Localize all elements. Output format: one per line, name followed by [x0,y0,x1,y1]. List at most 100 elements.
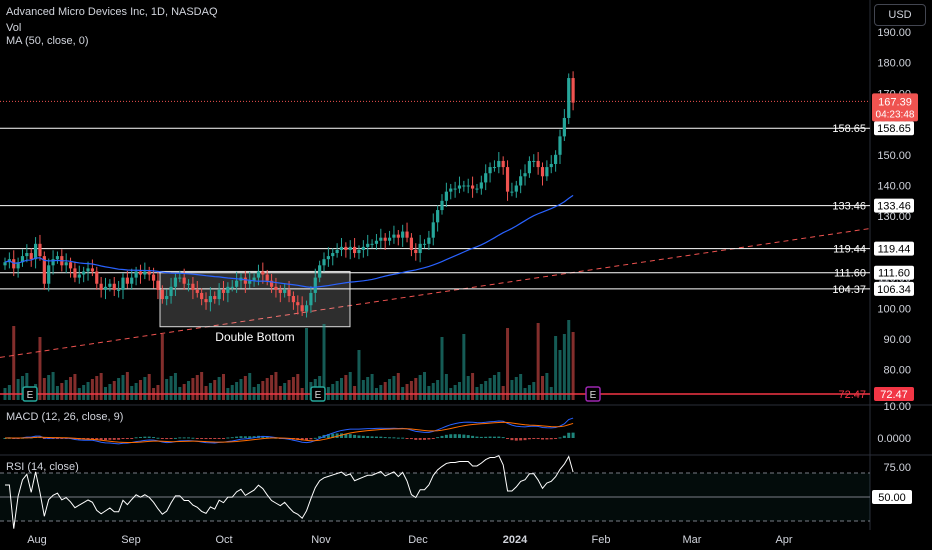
candle-body [527,160,531,174]
macd-histogram-bar [510,438,514,441]
volume-bar [12,326,16,400]
earnings-icon [585,386,601,402]
volume-bar [73,374,77,400]
symbol-title: Advanced Micro Devices Inc, 1D, NASDAQ [6,6,218,18]
volume-bar [261,381,265,400]
candle-body [3,262,7,266]
volume-bar [169,376,173,400]
candle-body [545,167,549,177]
macd-histogram-bar [117,438,121,440]
candle-body [396,234,400,238]
macd-histogram-bar [344,433,348,438]
macd-histogram-bar [462,434,466,438]
volume-bar [143,377,147,400]
volume-bar [562,334,566,400]
candle-body [33,243,38,260]
candle-body [130,277,134,284]
volume-bar [427,386,431,400]
x-tick-label: Dec [408,534,428,546]
candle-body [431,222,435,238]
volume-bar [514,377,518,400]
candle-body [95,271,99,284]
candle-body [138,271,143,275]
candle-body [348,246,352,250]
volume-bar [165,379,169,400]
volume-bar [497,372,501,400]
macd-histogram-bar [484,436,488,438]
macd-histogram-bar [104,438,108,441]
macd-histogram-bar [121,438,125,439]
macd-histogram-bar [169,438,173,439]
volume-bar [431,383,435,400]
volume-bar [532,382,536,400]
macd-histogram-bar [379,436,383,438]
volume-bar [392,376,396,400]
volume-bar [125,372,129,400]
x-tick-label: Nov [311,534,331,546]
candle-body [366,243,370,247]
x-tick-label: Feb [592,534,611,546]
volume-bar [147,374,151,400]
x-tick-label: Oct [215,534,232,546]
volume-bar [217,377,221,400]
candle-body [169,286,173,297]
current-price-label: 167.39 [878,96,912,108]
rsi-tick-label: 75.00 [883,462,911,474]
candle-body [191,283,195,290]
macd-histogram-bar [519,438,523,441]
volume-bar [173,373,177,400]
macd-tick-label: 10.00 [883,401,911,413]
volume-bar [322,324,326,400]
candle-body [335,249,339,254]
candle-body [313,277,317,293]
x-tick-label: Sep [121,534,141,546]
volume-level-badge [874,387,914,401]
volume-bar [99,373,103,400]
candle-body [143,271,147,275]
volume-bar [130,386,134,400]
macd-histogram-bar [475,436,479,438]
candle-body [492,167,497,169]
macd-histogram-bar [108,438,112,440]
candle-body [444,191,448,201]
candle-body [82,271,86,275]
level-axis-badge [874,241,914,256]
volume-bar [134,383,138,400]
macd-histogram-bar [143,436,147,438]
candle-body [121,277,125,290]
macd-histogram-bar [479,436,483,438]
macd-histogram-bar [353,434,357,438]
macd-histogram-bar [90,438,94,439]
currency-button[interactable]: USD [874,4,926,26]
macd-histogram-bar [423,438,427,440]
candle-body [160,289,164,300]
volume-bar [479,384,483,400]
candle-body [387,237,392,241]
candle-body [103,286,108,290]
macd-histogram-bar [427,438,431,440]
candle-body [86,268,90,272]
volume-bar [7,385,11,400]
candle-body [77,274,81,278]
candle-body [532,160,536,162]
candle-body [261,271,265,275]
candle-body [405,231,409,238]
candle-body [248,280,252,284]
macd-histogram-bar [514,438,518,441]
macd-histogram-bar [156,437,160,439]
volume-bar [187,381,191,400]
candle-body [309,292,313,306]
macd-histogram-bar [191,437,195,439]
volume-bar [195,375,199,400]
macd-histogram-bar [383,437,387,439]
macd-histogram-bar [173,437,177,439]
price-tick-label: 150.00 [877,150,911,162]
candle-body [265,274,269,281]
volume-bar [379,385,383,400]
candle-body [178,277,182,279]
volume-bar [353,386,357,400]
candle-body [204,299,208,303]
candle-body [554,154,558,165]
macd-histogram-bar [545,438,549,440]
